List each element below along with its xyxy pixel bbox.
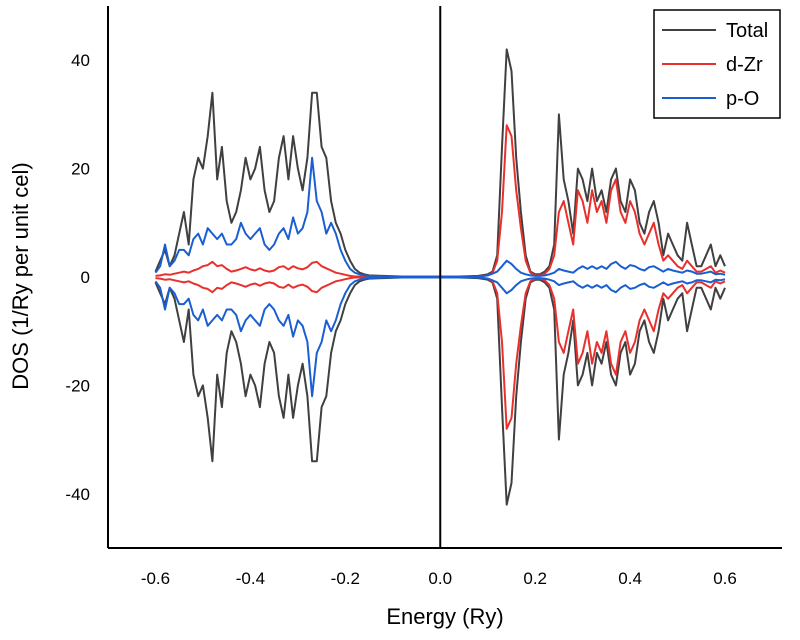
- y-axis-label: DOS (1/Ry per unit cel): [8, 162, 33, 389]
- x-axis-label: Energy (Ry): [386, 604, 503, 629]
- series-layer: [154, 48, 726, 506]
- y-tick-label: -20: [65, 376, 90, 395]
- x-tick-label: 0.0: [428, 569, 452, 588]
- y-tick-label: 0: [81, 268, 90, 287]
- legend-label-d-zr: d-Zr: [726, 54, 763, 76]
- x-tick-label: -0.6: [141, 569, 170, 588]
- legend: Total d-Zr p-O: [653, 9, 781, 119]
- axes-layer: [107, 6, 782, 549]
- y-tick-label: -40: [65, 485, 90, 504]
- legend-label-total: Total: [726, 20, 768, 42]
- x-tick-label: -0.2: [331, 569, 360, 588]
- series-p-o-down-line: [154, 276, 726, 398]
- legend-label-p-o: p-O: [726, 88, 759, 110]
- x-tick-label: 0.4: [618, 569, 642, 588]
- y-tick-label: 20: [71, 160, 90, 179]
- x-tick-label: 0.2: [523, 569, 547, 588]
- x-tick-label: 0.6: [713, 569, 737, 588]
- x-tick-label: -0.4: [236, 569, 265, 588]
- ticks-layer: -0.6 -0.4 -0.2 0.0 0.2 0.4 0.6 40 20 0 -20 -40: [65, 51, 736, 588]
- y-tick-label: 40: [71, 51, 90, 70]
